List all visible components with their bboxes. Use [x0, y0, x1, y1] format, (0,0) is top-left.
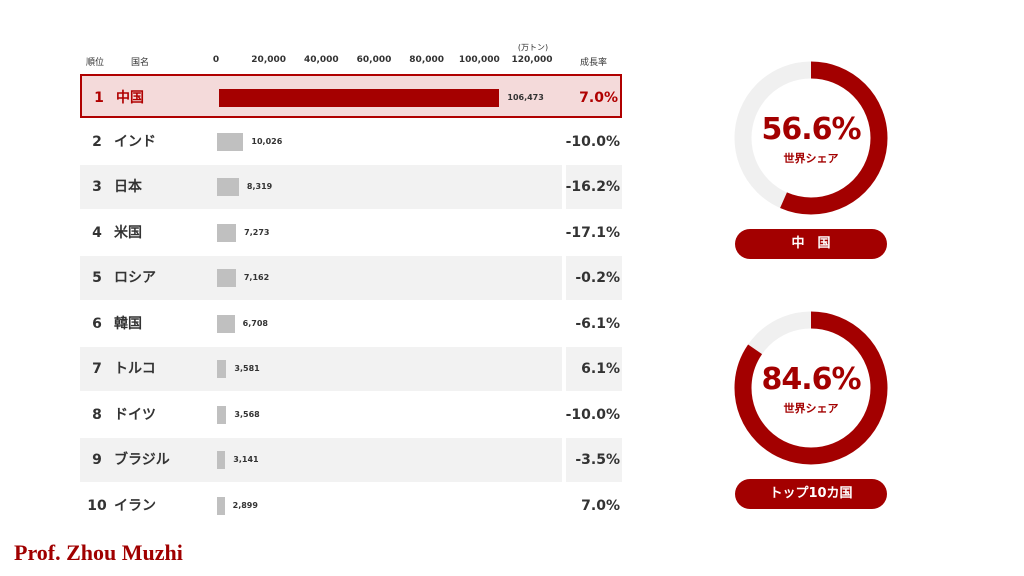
value-bar — [219, 89, 500, 107]
row-main-cell — [80, 211, 562, 255]
header-rank: 順位 — [86, 58, 105, 68]
value-label: 6,708 — [242, 318, 268, 328]
rank-label: 6 — [92, 315, 102, 332]
row-main-cell — [80, 165, 562, 209]
value-label: 10,026 — [251, 136, 283, 146]
country-label: 日本 — [114, 179, 142, 195]
value-bar — [217, 451, 226, 469]
x-tick-label: 100,000 — [458, 55, 500, 65]
table-row: 8 ドイツ 3,568 -10.0% — [80, 393, 622, 437]
table-row: 7 トルコ 3,581 6.1% — [80, 347, 622, 391]
growth-label: 6.1% — [581, 361, 620, 377]
x-tick-label: 40,000 — [303, 55, 339, 65]
donut-arc — [734, 311, 888, 465]
header-country: 国名 — [131, 58, 150, 68]
value-bar — [217, 314, 235, 333]
country-label: ロシア — [114, 270, 156, 286]
growth-label: 7.0% — [581, 497, 620, 514]
table-row: 2 インド 10,026 -10.0% — [80, 120, 622, 164]
donut-caption: 世界シェア — [783, 402, 839, 415]
rank-label: 7 — [92, 361, 102, 377]
country-label: トルコ — [114, 361, 156, 377]
country-label: ドイツ — [114, 406, 156, 423]
donut-pill-top10: トップ10カ国 — [735, 479, 887, 509]
x-tick-label: 20,000 — [251, 55, 287, 65]
value-label: 7,162 — [243, 273, 270, 282]
growth-label: 7.0% — [579, 90, 618, 106]
x-tick-label: 120,000 — [511, 55, 553, 65]
axis-unit-label: (万トン) — [517, 43, 549, 52]
rank-label: 4 — [92, 224, 102, 241]
rank-label: 3 — [92, 179, 102, 195]
value-label: 106,473 — [507, 93, 544, 102]
value-label: 3,568 — [234, 409, 260, 419]
table-row: 9 ブラジル 3,141 -3.5% — [80, 438, 622, 482]
x-tick-label: 0 — [212, 55, 220, 65]
rank-label: 1 — [94, 90, 104, 106]
rank-label: 9 — [92, 452, 102, 468]
share-donut-china — [734, 61, 888, 215]
growth-label: -17.1% — [565, 224, 620, 241]
value-label: 8,319 — [246, 182, 273, 191]
rank-label: 10 — [87, 497, 107, 514]
value-bar — [217, 178, 239, 196]
share-donut-top10 — [734, 311, 888, 465]
x-tick-label: 80,000 — [409, 55, 445, 65]
table-row: 5 ロシア 7,162 -0.2% — [80, 256, 622, 300]
table-row: 10 イラン 2,899 7.0% — [80, 484, 622, 528]
donut-arc — [734, 61, 888, 215]
header-growth: 成長率 — [580, 58, 608, 68]
row-growth-cell — [566, 165, 622, 209]
rank-label: 2 — [92, 133, 102, 150]
row-main-cell — [80, 347, 562, 391]
country-label: 韓国 — [114, 315, 142, 332]
row-main-cell — [80, 302, 562, 346]
value-label: 3,581 — [234, 364, 260, 373]
value-bar — [217, 405, 227, 424]
growth-label: -16.2% — [565, 179, 620, 195]
row-growth-cell — [566, 438, 622, 482]
growth-label: -10.0% — [565, 133, 620, 150]
value-label: 3,141 — [233, 455, 259, 464]
table-row: 1 中国 106,473 7.0% — [80, 74, 622, 118]
author-credit: Prof. Zhou Muzhi — [14, 540, 183, 565]
donut-pill-china: 中 国 — [735, 229, 887, 259]
country-label: 中国 — [116, 90, 144, 106]
donut-percent-label: 56.6% — [761, 112, 861, 147]
value-label: 2,899 — [232, 500, 258, 510]
growth-label: -10.0% — [565, 406, 620, 423]
country-label: インド — [114, 133, 156, 150]
rank-label: 5 — [92, 270, 102, 286]
value-bar — [217, 132, 244, 151]
row-main-cell — [80, 256, 562, 300]
value-label: 7,273 — [244, 227, 270, 237]
value-bar — [217, 360, 227, 378]
country-label: ブラジル — [114, 452, 170, 468]
row-main-cell — [80, 438, 562, 482]
row-growth-cell — [566, 347, 622, 391]
value-bar — [217, 269, 236, 287]
table-row: 3 日本 8,319 -16.2% — [80, 165, 622, 209]
value-bar — [217, 223, 237, 242]
growth-label: -6.1% — [575, 315, 620, 332]
growth-label: -3.5% — [575, 452, 620, 468]
value-bar — [217, 496, 225, 515]
donut-caption: 世界シェア — [783, 152, 839, 165]
x-tick-label: 60,000 — [356, 55, 392, 65]
country-label: 米国 — [114, 224, 142, 241]
row-growth-cell — [566, 256, 622, 300]
table-row: 6 韓国 6,708 -6.1% — [80, 302, 622, 346]
growth-label: -0.2% — [575, 270, 620, 286]
rank-label: 8 — [92, 406, 102, 423]
country-label: イラン — [114, 497, 156, 514]
donut-percent-label: 84.6% — [761, 362, 861, 397]
table-row: 4 米国 7,273 -17.1% — [80, 211, 622, 255]
